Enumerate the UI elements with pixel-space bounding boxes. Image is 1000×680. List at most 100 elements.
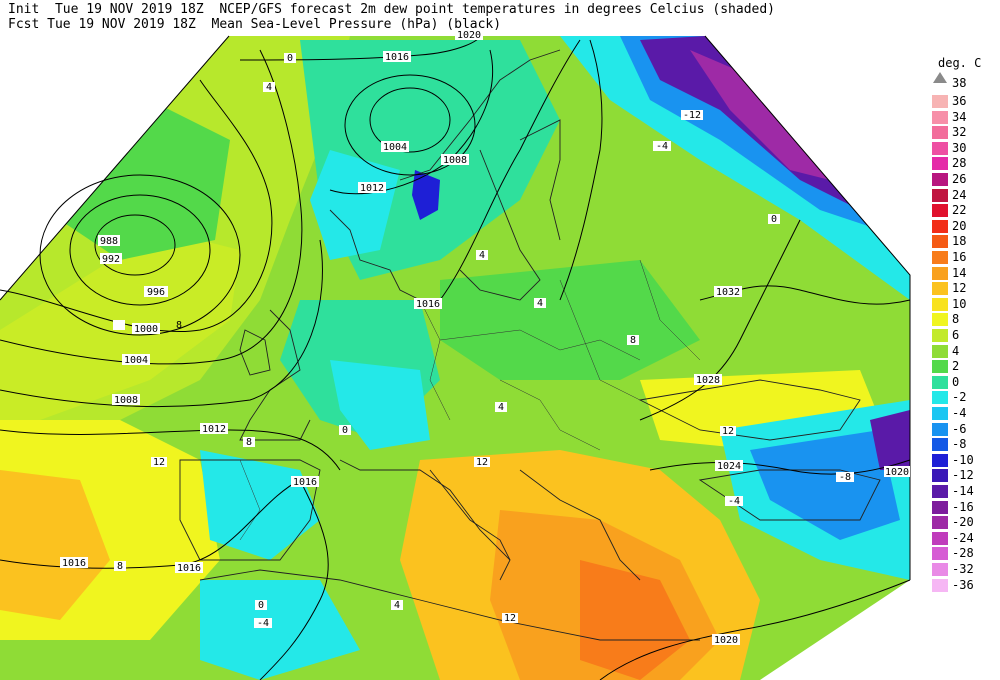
- isobar-label: 1004: [124, 355, 148, 366]
- header-line-init: Init Tue 19 NOV 2019 18Z NCEP/GFS foreca…: [8, 2, 776, 17]
- isobar-1016-scandinavia: [439, 39, 581, 301]
- isobar-label: 996: [147, 287, 165, 298]
- legend-row: -36: [928, 577, 998, 593]
- legend-label: -12: [952, 468, 974, 483]
- legend-label: 2: [952, 359, 960, 374]
- legend-swatch: [932, 438, 948, 452]
- isobar-label: 1008: [443, 155, 467, 166]
- isobar-label: 1016: [416, 299, 440, 310]
- dewpoint-area-libya-sea: [580, 560, 690, 680]
- legend-swatch: [932, 578, 948, 592]
- legend-swatch: [932, 344, 948, 358]
- legend-row: 0: [928, 374, 998, 390]
- legend-label: -36: [952, 577, 974, 592]
- dewpoint-label: -4: [656, 141, 668, 152]
- legend-row: 4: [928, 343, 998, 359]
- legend-row: -4: [928, 405, 998, 421]
- legend-label: -4: [952, 406, 967, 420]
- legend-row: 8: [928, 311, 998, 327]
- isobar-label: 1012: [360, 183, 384, 194]
- isobar-1008-north: [344, 74, 476, 176]
- legend-row: 6: [928, 327, 998, 343]
- legend-swatch: [932, 375, 948, 389]
- legend-swatch: [932, 360, 948, 374]
- dewpoint-area-atlantic-southwest: [0, 470, 110, 620]
- isobar-label: 1016: [385, 52, 409, 63]
- legend-label: 0: [952, 374, 960, 389]
- legend-label: 34: [952, 109, 967, 124]
- legend-swatch: [932, 313, 948, 327]
- dewpoint-label: 0: [771, 214, 777, 225]
- legend-swatch: [932, 407, 948, 420]
- isobar-label: 1016: [293, 477, 317, 488]
- legend-row: 22: [928, 202, 998, 218]
- isobars: [0, 35, 911, 680]
- legend-row: 18: [928, 233, 998, 249]
- legend-row: 34: [928, 109, 998, 125]
- legend-swatch: [932, 219, 948, 233]
- isobar-992: [69, 194, 211, 306]
- legend-label: 12: [952, 281, 967, 296]
- dewpoint-label: 4: [537, 298, 543, 309]
- dewpoint-area-anatolia-cold: [750, 430, 900, 540]
- legend-swatch: [932, 329, 948, 342]
- legend-swatch: [932, 297, 948, 311]
- isobar-1004-north: [369, 87, 451, 153]
- legend-swatch: [932, 391, 948, 405]
- legend-label: 26: [952, 172, 967, 186]
- isobar-label: 1020: [885, 467, 909, 478]
- dewpoint-area-russia-north: [560, 36, 910, 300]
- legend-label: 28: [952, 156, 967, 171]
- legend-row: -2: [928, 389, 998, 405]
- dewpoint-label: 8: [630, 335, 636, 346]
- legend-swatch: [932, 531, 948, 545]
- legend-swatch: [932, 563, 948, 576]
- isobar-label: 988: [100, 236, 118, 247]
- legend-row: 26: [928, 171, 998, 187]
- legend-triangle-icon: [933, 72, 947, 83]
- dewpoint-label: 0: [287, 53, 293, 64]
- legend-label: -24: [952, 530, 974, 545]
- dewpoint-label: 0: [342, 425, 348, 436]
- legend-row: -32: [928, 561, 998, 577]
- legend-swatch: [932, 235, 948, 249]
- dewpoint-label: 4: [266, 82, 272, 93]
- isobar-label: 1004: [383, 142, 407, 153]
- legend-row: 14: [928, 265, 998, 281]
- legend-swatch: [932, 266, 948, 280]
- isobar-label: 1008: [114, 395, 138, 406]
- isobar-label: 992: [102, 254, 120, 265]
- isobar-label: 1012: [202, 424, 226, 435]
- legend-row: -8: [928, 436, 998, 452]
- country-borders: [239, 259, 701, 541]
- isobar-label: 1020: [714, 635, 738, 646]
- legend-row: 16: [928, 249, 998, 265]
- isobar-1024-east: [559, 39, 603, 301]
- legend-label: -32: [952, 562, 974, 576]
- legend-row: 28: [928, 155, 998, 171]
- legend-label: 14: [952, 265, 967, 280]
- isobar-1008-west: [0, 239, 323, 408]
- dewpoint-label: 12: [153, 457, 165, 468]
- dewpoint-label: 12: [722, 426, 734, 437]
- legend-label: -6: [952, 421, 967, 436]
- legend-swatch: [932, 251, 948, 264]
- legend-label: 4: [952, 343, 960, 358]
- isobar-1016-africa: [259, 479, 329, 680]
- legend-swatch: [932, 110, 948, 124]
- dewpoint-label: 4: [498, 402, 504, 413]
- legend-label: -14: [952, 484, 974, 498]
- legend-row: 32: [928, 124, 998, 140]
- legend-swatch: [932, 204, 948, 218]
- isobar-label: 1016: [177, 563, 201, 574]
- dewpoint-area-norway-cold-spot: [412, 170, 440, 220]
- legend-row: 12: [928, 280, 998, 296]
- isobar-label: 1020: [457, 30, 481, 41]
- dewpoint-label: -12: [683, 110, 701, 121]
- dewpoint-label: 0: [258, 600, 264, 611]
- legend-label: 30: [952, 140, 967, 155]
- isobar-1020-south: [599, 579, 911, 680]
- legend-label: 8: [952, 312, 960, 327]
- legend-label: 20: [952, 218, 967, 233]
- legend-row: 24: [928, 187, 998, 203]
